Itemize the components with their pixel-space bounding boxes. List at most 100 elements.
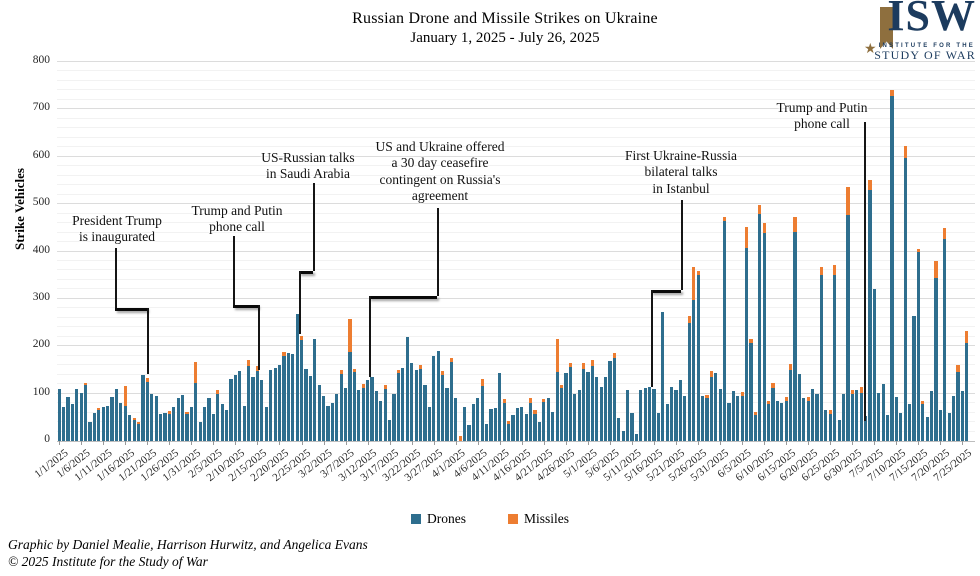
x-tick-mark: [499, 441, 501, 445]
bar-2/3: [202, 62, 207, 441]
drones-segment: [440, 374, 445, 441]
minor-gridline: [57, 98, 975, 100]
drones-segment: [828, 413, 832, 441]
bar-5/23: [683, 62, 687, 441]
missiles-segment: [136, 422, 141, 425]
drones-segment: [57, 388, 61, 441]
drones-segment: [511, 414, 515, 441]
drones-segment: [626, 389, 630, 441]
drones-segment: [132, 420, 136, 441]
minor-gridline: [57, 326, 975, 328]
drones-segment: [890, 96, 894, 441]
bar-7/2: [859, 62, 863, 441]
drones-segment: [211, 413, 215, 441]
drones-segment: [220, 404, 224, 441]
bar-4/22: [546, 62, 550, 441]
bar-3/20: [401, 62, 405, 441]
missiles-segment: [828, 410, 832, 414]
x-tick-mark: [191, 441, 193, 445]
major-gridline: [57, 108, 975, 110]
major-gridline: [57, 250, 975, 252]
logo-study-of-war-text: STUDY OF WAR: [874, 48, 976, 62]
bar-5/25: [692, 62, 696, 441]
bar-7/4: [868, 62, 872, 441]
drones-segment: [203, 406, 207, 441]
drones-segment: [749, 343, 753, 441]
drones-segment: [714, 373, 718, 441]
drones-segment: [952, 396, 956, 441]
bar-3/14: [374, 62, 379, 441]
bar-5/13: [639, 62, 643, 441]
bar-2/7: [220, 62, 224, 441]
minor-gridline: [57, 307, 975, 309]
minor-gridline: [57, 165, 975, 167]
drones-segment: [414, 369, 418, 441]
drones-segment: [908, 404, 912, 441]
missiles-segment: [916, 249, 920, 253]
drones-segment: [533, 413, 537, 441]
drones-segment: [833, 275, 837, 441]
drones-segment: [841, 393, 846, 441]
drones-segment: [568, 366, 572, 441]
drones-segment: [238, 370, 242, 441]
drones-segment: [167, 414, 171, 441]
drones-segment: [291, 354, 295, 441]
drones-segment: [313, 339, 317, 441]
bar-4/15: [515, 62, 520, 441]
x-tick-mark: [213, 441, 215, 445]
drones-segment: [863, 416, 868, 441]
bar-7/12: [903, 62, 907, 441]
bar-2/18: [269, 62, 273, 441]
bar-6/18: [797, 62, 802, 441]
bar-3/19: [396, 62, 401, 441]
bar-2/1: [194, 62, 198, 441]
annotation-line: [651, 290, 681, 293]
x-tick-mark: [742, 441, 744, 445]
bar-6/5: [740, 62, 744, 441]
missiles-segment: [361, 384, 365, 388]
missiles-segment: [194, 362, 198, 383]
bar-1/7: [83, 62, 88, 441]
drones-segment: [163, 412, 167, 441]
drones-segment: [806, 400, 810, 441]
drones-segment: [379, 400, 383, 441]
drones-segment: [106, 405, 110, 441]
bar-1/22: [150, 62, 154, 441]
missiles-segment: [247, 360, 251, 367]
x-tick-mark: [543, 441, 545, 445]
bar-6/22: [815, 62, 819, 441]
bar-5/4: [599, 62, 603, 441]
missiles-segment: [529, 398, 533, 403]
drones-segment: [344, 387, 348, 441]
missiles-segment: [687, 316, 691, 323]
drones-segment: [264, 406, 268, 441]
missiles-segment: [542, 398, 546, 402]
bar-2/10: [233, 62, 238, 441]
missiles-segment: [771, 382, 775, 388]
missiles-segment: [868, 180, 872, 190]
missiles-segment: [84, 382, 88, 386]
missiles-segment: [692, 267, 696, 300]
x-tick-mark: [896, 441, 898, 445]
drones-segment: [123, 405, 127, 441]
missiles-segment: [749, 339, 753, 344]
bar-5/15: [647, 62, 652, 441]
missiles-segment: [568, 362, 572, 367]
drones-segment: [396, 373, 401, 441]
minor-gridline: [57, 402, 975, 404]
x-tick-mark: [411, 441, 413, 445]
drones-segment: [868, 189, 872, 441]
drones-segment: [916, 252, 920, 441]
bar-1/29: [180, 62, 185, 441]
drones-segment: [88, 422, 92, 441]
missiles-segment: [744, 226, 749, 249]
bar-1/23: [154, 62, 158, 441]
drones-segment: [493, 407, 497, 441]
missiles-segment: [216, 390, 220, 394]
bar-5/20: [669, 62, 674, 441]
minor-gridline: [57, 316, 975, 318]
bar-2/9: [229, 62, 233, 441]
bar-1/30: [185, 62, 189, 441]
bar-4/24: [555, 62, 559, 441]
bar-3/9: [352, 62, 356, 441]
